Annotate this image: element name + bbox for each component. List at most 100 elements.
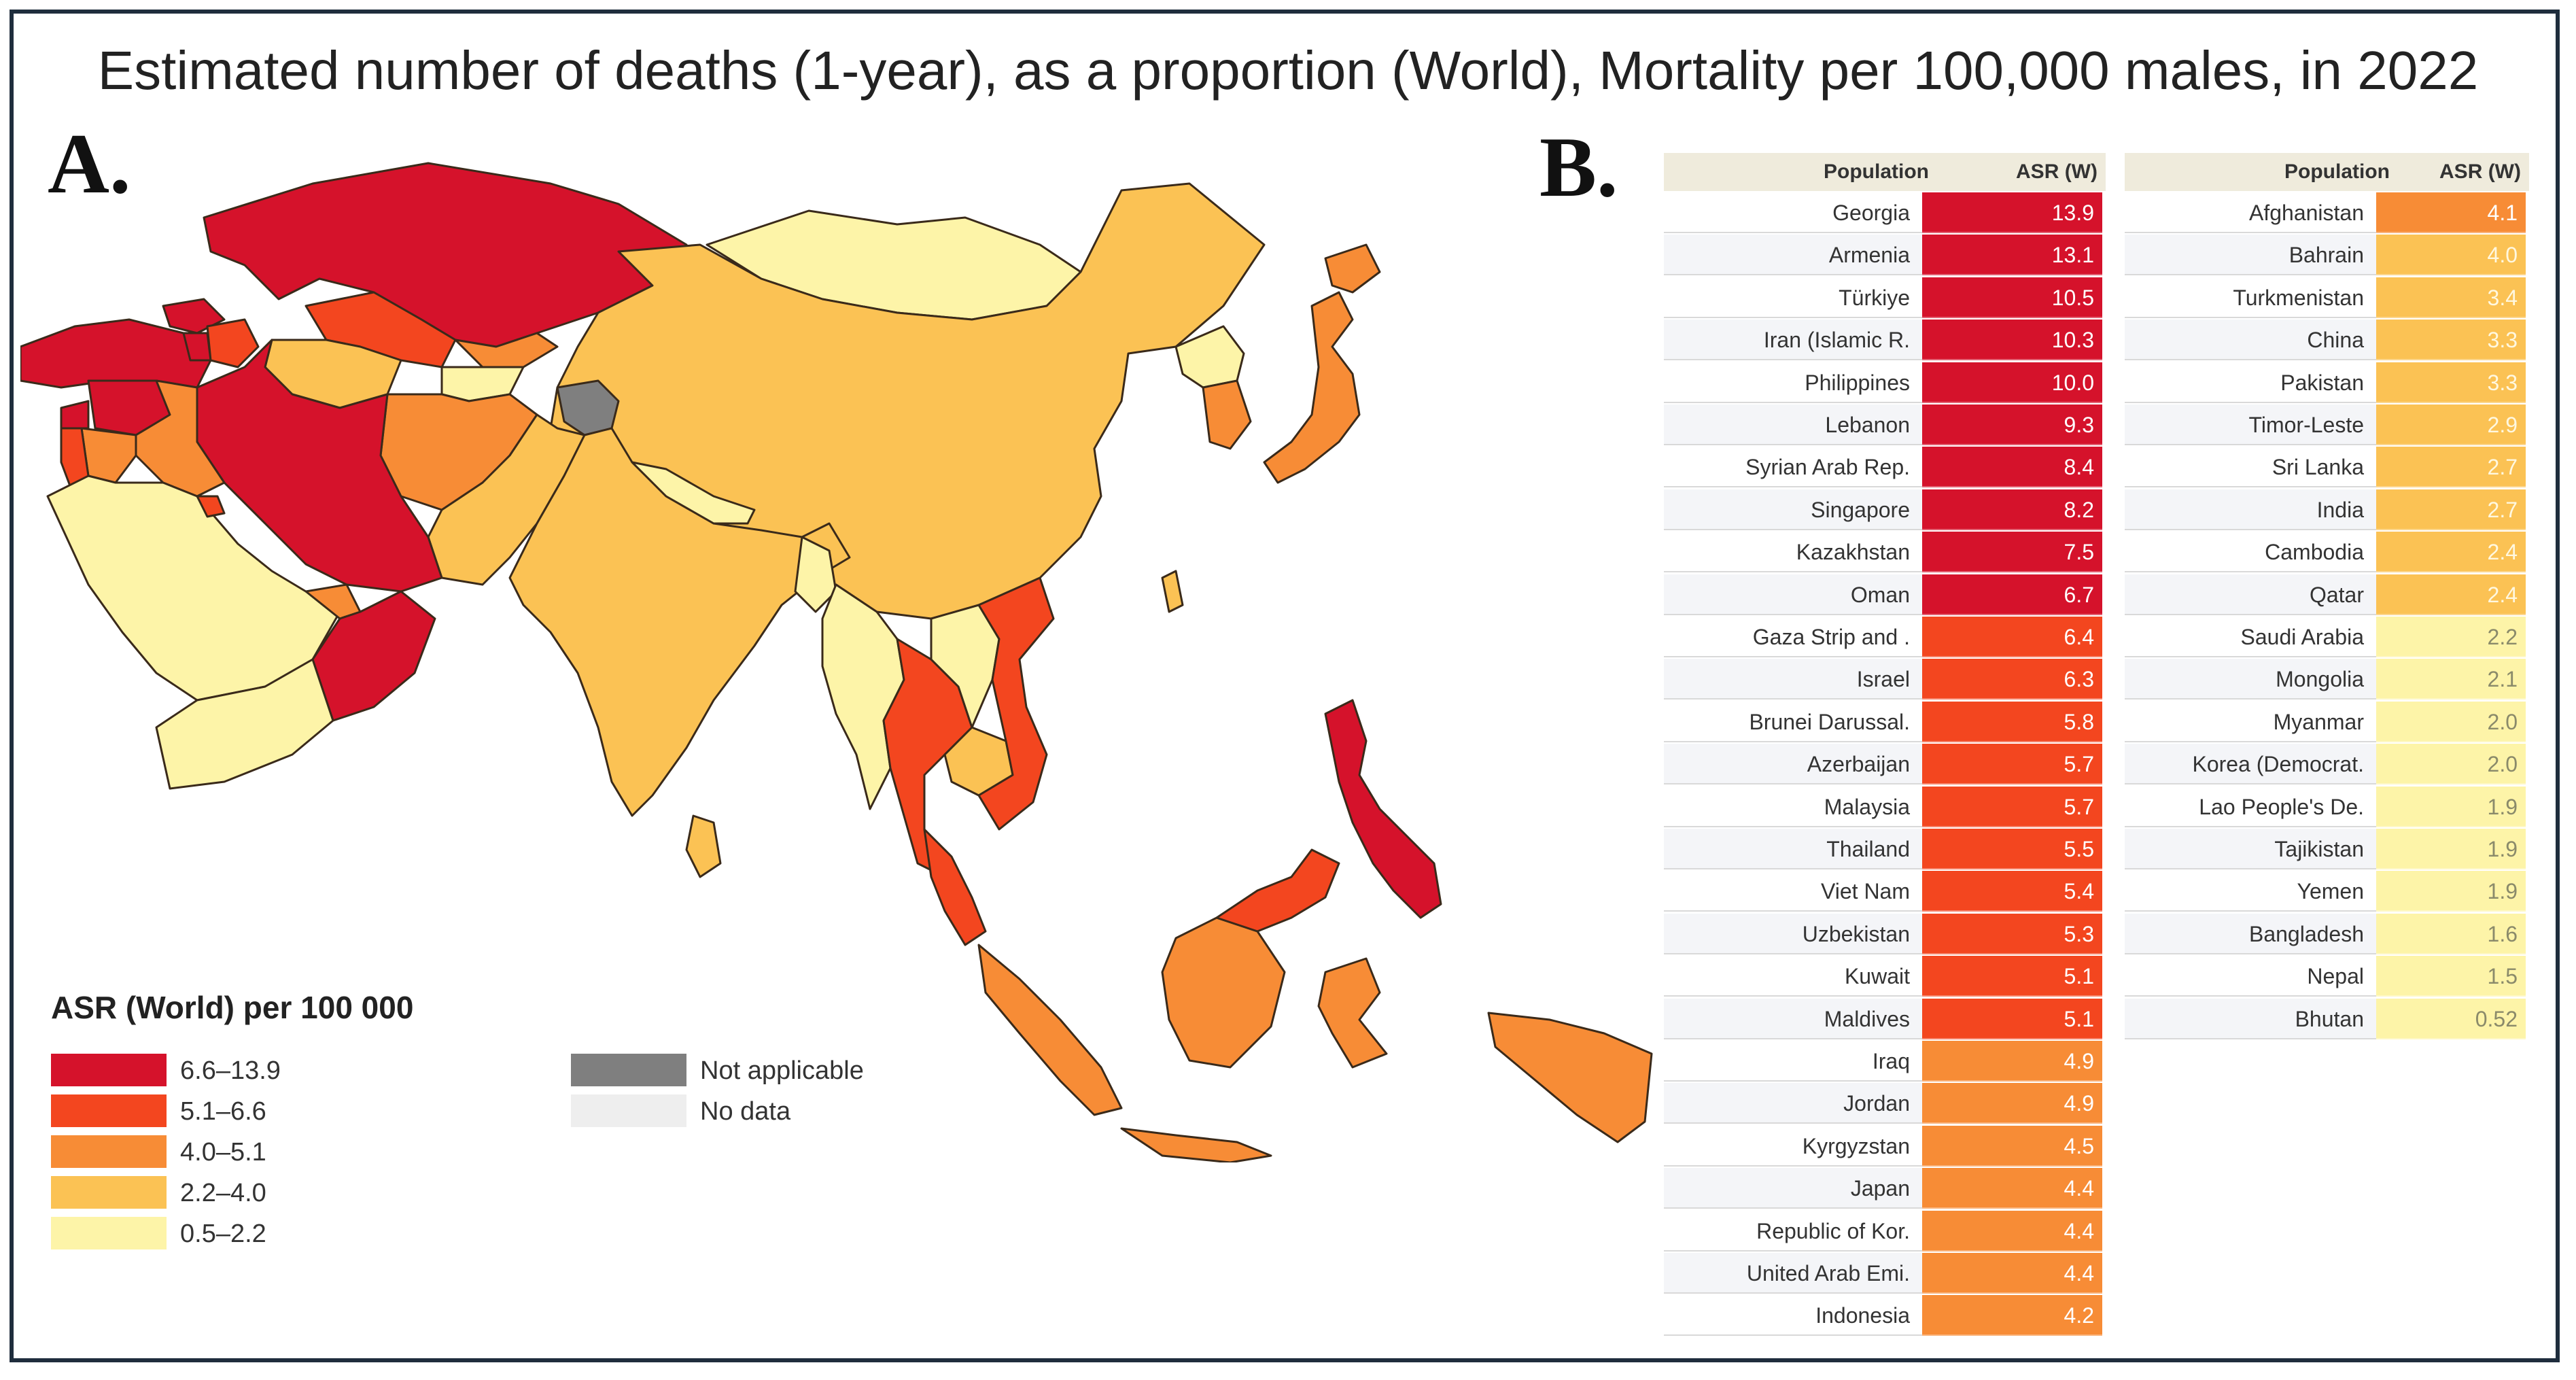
table-row: China 3.3 [2125,320,2526,362]
region-borneo-malaysia [1215,848,1340,933]
region-azerbaijan [206,318,260,368]
population-cell: Tajikistan [2125,829,2376,869]
legend-label: 4.0–5.1 [180,1138,266,1167]
table-row: Sri Lanka 2.7 [2125,447,2526,489]
table-row: Lebanon 9.3 [1664,404,2102,447]
asr-value-cell: 5.1 [1922,998,2102,1039]
table-row: Japan 4.4 [1664,1168,2102,1210]
region-kuwait [196,495,226,518]
legend-item: 2.2–4.0 [51,1176,459,1209]
asr-value-cell: 3.3 [2376,320,2526,361]
asr-value-cell: 2.2 [2376,617,2526,657]
table-row: Bahrain 4.0 [2125,235,2526,277]
legend-label: 2.2–4.0 [180,1179,266,1207]
table-row: Cambodia 2.4 [2125,532,2526,574]
asr-value-cell: 4.5 [1922,1125,2102,1167]
table-row: Indonesia 4.2 [1664,1295,2102,1337]
asr-value-cell: 2.4 [2376,532,2526,573]
table-row: Singapore 8.2 [1664,489,2102,532]
region-bangladesh [794,536,837,613]
population-cell: Lao People's De. [2125,786,2376,827]
population-cell: Syrian Arab Rep. [1664,447,1922,488]
region-jordan [80,427,137,484]
table-row: Iraq 4.9 [1664,1041,2102,1083]
legend-swatch [51,1217,167,1249]
asr-value-cell: 8.4 [1922,447,2102,488]
population-cell: Kyrgyzstan [1664,1125,1922,1167]
legend-label: 0.5–2.2 [180,1220,266,1248]
asr-value-cell: 5.7 [1922,786,2102,827]
asr-value-cell: 10.5 [1922,277,2102,318]
population-cell: Israel [1664,659,1922,700]
legend-swatch [51,1176,167,1209]
table-row: Qatar 2.4 [2125,574,2526,617]
legend-item: 6.6–13.9 [51,1054,459,1086]
table-header: Population ASR (W) [1664,153,2106,191]
population-cell: Afghanistan [2125,192,2376,233]
legend-label: 6.6–13.9 [180,1056,281,1085]
table-row: Gaza Strip and . 6.4 [1664,617,2102,659]
asr-value-cell: 2.7 [2376,447,2526,488]
asr-value-cell: 9.3 [1922,404,2102,445]
population-cell: Bahrain [2125,235,2376,276]
table-row: Israel 6.3 [1664,659,2102,701]
table-row: Bhutan 0.52 [2125,998,2526,1041]
table-row: Yemen 1.9 [2125,871,2526,913]
region-philippines [1324,699,1442,919]
legend-label: No data [700,1097,791,1126]
asr-value-cell: 1.9 [2376,871,2526,912]
population-cell: Iraq [1664,1041,1922,1082]
asr-value-cell: 13.9 [1922,192,2102,233]
legend-label: Not applicable [700,1056,864,1085]
population-cell: Azerbaijan [1664,744,1922,785]
asr-value-cell: 2.1 [2376,659,2526,700]
legend-item: No data [571,1094,911,1127]
asr-value-cell: 4.1 [2376,192,2526,233]
asr-value-cell: 8.2 [1922,489,2102,530]
region-south-korea [1202,379,1252,450]
region-yemen [155,658,334,790]
table-row: Pakistan 3.3 [2125,362,2526,404]
table-row: Armenia 13.1 [1664,235,2102,277]
table-row: Bangladesh 1.6 [2125,913,2526,956]
population-cell: Indonesia [1664,1295,1922,1336]
population-cell: Brunei Darussal. [1664,701,1922,742]
asr-value-cell: 2.9 [2376,404,2526,445]
legend-swatch [51,1094,167,1127]
asr-value-cell: 3.4 [2376,277,2526,318]
figure-title: Estimated number of deaths (1-year), as … [97,40,2479,101]
population-cell: Sri Lanka [2125,447,2376,488]
region-taiwan [1161,570,1184,613]
legend-swatch [51,1054,167,1086]
table-row: Uzbekistan 5.3 [1664,913,2102,956]
population-cell: Maldives [1664,998,1922,1039]
asr-value-cell: 7.5 [1922,532,2102,573]
region-papua [1487,1012,1653,1143]
region-sumatra [977,944,1123,1116]
population-cell: Japan [1664,1168,1922,1209]
region-sri-lanka [685,814,722,878]
population-cell: Thailand [1664,829,1922,869]
asr-value-cell: 4.9 [1922,1083,2102,1124]
population-cell: Uzbekistan [1664,913,1922,954]
header-asr: ASR (W) [2439,160,2521,183]
table-row: Thailand 5.5 [1664,829,2102,871]
table-row: Tajikistan 1.9 [2125,829,2526,871]
population-cell: Yemen [2125,871,2376,912]
table-row: Oman 6.7 [1664,574,2102,617]
table-row: Jordan 4.9 [1664,1083,2102,1125]
region-malaysia-peninsula [923,828,987,946]
region-vietnam [977,576,1055,831]
legend-swatch [571,1054,686,1086]
table-row: Korea (Democrat. 2.0 [2125,744,2526,786]
table-row: Timor-Leste 2.9 [2125,404,2526,447]
region-nepal [631,461,756,525]
asia-choropleth-map [20,162,1653,1162]
asr-value-cell: 6.3 [1922,659,2102,700]
population-cell: Bhutan [2125,998,2376,1039]
table-row: Malaysia 5.7 [1664,786,2102,829]
table-row: Azerbaijan 5.7 [1664,744,2102,786]
asr-value-cell: 4.0 [2376,235,2526,276]
population-cell: Gaza Strip and . [1664,617,1922,657]
region-japan-north [1324,243,1381,294]
